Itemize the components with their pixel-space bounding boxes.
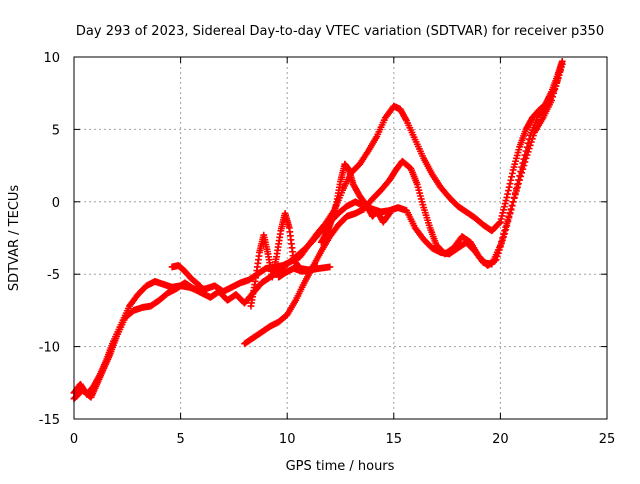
data-point — [492, 256, 500, 264]
x-tick-labels: 0 5 10 15 20 25 — [70, 432, 615, 447]
plot-frame — [73, 56, 608, 420]
y-tick-label: 10 — [43, 51, 60, 66]
x-axis-label: GPS time / hours — [286, 459, 395, 474]
data-point — [522, 147, 530, 155]
x-tick-label: 5 — [176, 432, 184, 447]
data-point — [519, 159, 527, 167]
y-tick-labels: -15 -10 -5 0 5 10 — [39, 51, 60, 428]
grid — [74, 57, 607, 419]
series-7 — [168, 262, 204, 290]
data-point — [500, 233, 507, 241]
chart-title: Day 293 of 2023, Sidereal Day-to-day VTE… — [76, 24, 604, 39]
data-point — [498, 240, 505, 247]
data-point — [517, 167, 525, 175]
x-tick-label: 20 — [492, 432, 509, 447]
y-tick-label: 0 — [52, 196, 60, 211]
axis-ticks — [73, 56, 608, 420]
data-point — [495, 246, 503, 254]
series-3 — [241, 60, 566, 348]
data-point — [326, 263, 334, 271]
data-point — [502, 226, 510, 234]
data-point — [195, 281, 203, 289]
x-tick-label: 0 — [70, 432, 78, 447]
data-point — [512, 185, 520, 193]
data-point — [558, 60, 566, 68]
y-tick-label: -15 — [39, 413, 60, 428]
data-point — [505, 214, 513, 222]
data-point — [386, 209, 393, 217]
x-tick-label: 15 — [386, 432, 403, 447]
series-2 — [70, 68, 564, 403]
data-point — [509, 198, 517, 206]
data-point — [506, 210, 514, 218]
data-point — [196, 282, 204, 290]
data-point — [514, 181, 521, 188]
x-tick-label: 25 — [599, 432, 616, 447]
data-point — [510, 194, 518, 201]
data-point — [515, 176, 522, 184]
y-tick-label: -10 — [39, 341, 60, 356]
data-series — [70, 57, 566, 403]
data-point — [521, 151, 529, 159]
data-point — [497, 243, 504, 251]
data-point — [511, 189, 519, 197]
series-4 — [247, 209, 321, 310]
series-6 — [275, 263, 334, 281]
y-tick-label: -5 — [47, 268, 60, 283]
data-point — [508, 202, 516, 210]
data-point — [524, 139, 532, 147]
data-point — [542, 103, 550, 111]
data-point — [493, 253, 501, 260]
data-point — [503, 222, 511, 230]
data-point — [499, 236, 506, 244]
data-point — [516, 172, 523, 180]
data-point — [518, 163, 526, 171]
x-tick-label: 10 — [279, 432, 296, 447]
data-point — [495, 219, 503, 227]
data-point — [525, 135, 533, 143]
data-point — [523, 143, 531, 151]
data-point — [494, 249, 502, 257]
data-point — [504, 218, 512, 226]
y-tick-label: 5 — [52, 123, 60, 138]
y-axis-label: SDTVAR / TECUs — [7, 185, 22, 292]
data-point — [501, 230, 509, 238]
data-point — [520, 155, 528, 163]
data-point — [507, 206, 515, 214]
series-5 — [317, 160, 393, 246]
